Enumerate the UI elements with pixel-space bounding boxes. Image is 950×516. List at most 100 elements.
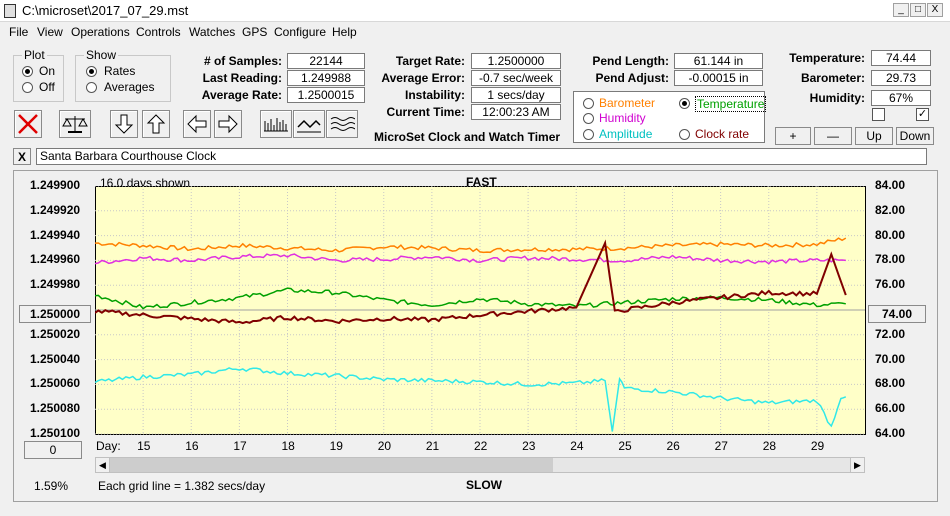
x-tick: 17 xyxy=(233,439,247,453)
y-right-tick: 84.00 xyxy=(875,178,906,192)
series-amplitude xyxy=(95,367,847,432)
arrow-up-button[interactable] xyxy=(142,110,170,138)
y-left-tick: 1.250040 xyxy=(30,351,81,366)
menu-controls[interactable]: Controls xyxy=(136,25,181,39)
show-averages-radio[interactable] xyxy=(86,82,97,93)
humidity-radio[interactable] xyxy=(583,113,594,124)
scroll-right-arrow[interactable]: ▶ xyxy=(850,458,864,472)
plot-group-title: Plot xyxy=(22,48,47,62)
menu-file[interactable]: File xyxy=(9,25,29,39)
x-tick: 21 xyxy=(425,439,440,453)
pend-adjust-value: -0.00015 in xyxy=(674,70,763,86)
pend-length-label: Pend Length: xyxy=(592,54,669,68)
red-x-icon xyxy=(18,114,38,134)
pend-length-value: 61.144 in xyxy=(674,53,763,69)
samples-value: 22144 xyxy=(287,53,365,69)
menu-operations[interactable]: Operations xyxy=(71,25,130,39)
balance-button[interactable] xyxy=(59,110,91,138)
env-checkbox-1[interactable] xyxy=(872,108,885,121)
x-tick: 27 xyxy=(714,439,728,453)
humidity-label: Humidity: xyxy=(809,91,865,105)
y-right-tick: 68.00 xyxy=(875,376,906,391)
menu-view[interactable]: View xyxy=(37,25,63,39)
temperature-label: Temperature: xyxy=(789,51,865,65)
barometer-radio[interactable] xyxy=(583,98,594,109)
up-button[interactable]: Up xyxy=(855,127,893,145)
y-left-tick: 1.250100 xyxy=(30,426,81,440)
plot-on-radio[interactable] xyxy=(22,66,33,77)
clock-rate-radio[interactable] xyxy=(679,129,690,140)
amplitude-radio[interactable] xyxy=(583,129,594,140)
x-tick: 22 xyxy=(474,439,488,453)
close-button[interactable]: X xyxy=(927,3,943,17)
y-left-tick: 1.249940 xyxy=(30,227,81,242)
down-button[interactable]: Down xyxy=(896,127,934,145)
bar-graph-button[interactable] xyxy=(260,110,292,138)
maximize-button[interactable]: □ xyxy=(910,3,926,17)
series-selector: Barometer Temperature Humidity Clock rat… xyxy=(573,91,767,143)
x-axis-label: Day: xyxy=(96,439,121,453)
show-group: Show Rates Averages xyxy=(75,48,171,102)
series-temperature xyxy=(95,287,846,310)
temperature-radio[interactable] xyxy=(679,98,690,109)
arrow-right-icon xyxy=(218,114,238,134)
show-averages-label: Averages xyxy=(104,80,155,94)
arrow-right-button[interactable] xyxy=(214,110,242,138)
menu-gps[interactable]: GPS xyxy=(242,25,268,39)
multi-line-button[interactable] xyxy=(326,110,358,138)
minus-button[interactable]: — xyxy=(814,127,852,145)
chart-scrollbar[interactable]: ◀ ▶ xyxy=(95,457,865,473)
scroll-left-arrow[interactable]: ◀ xyxy=(96,458,110,472)
last-reading-value: 1.249988 xyxy=(287,70,365,86)
barometer-value: 29.73 xyxy=(871,70,931,86)
rate-center-button[interactable]: 1.250000 xyxy=(19,305,91,323)
menu-watches[interactable]: Watches xyxy=(189,25,236,39)
line-graph-button[interactable] xyxy=(293,110,325,138)
menu-help[interactable]: Help xyxy=(332,25,357,39)
y-left-tick: 1.250080 xyxy=(30,401,81,416)
arrow-down-icon xyxy=(114,114,134,134)
x-tick: 18 xyxy=(281,439,295,453)
x-tick: 29 xyxy=(810,439,825,453)
title-bar: C:\microset\2017_07_29.mst _ □ X xyxy=(0,0,950,22)
average-error-value: -0.7 sec/week xyxy=(471,70,561,86)
y-right-tick: 82.00 xyxy=(875,202,906,217)
window-title: C:\microset\2017_07_29.mst xyxy=(22,3,189,18)
plot-off-label: Off xyxy=(39,80,55,94)
arrow-left-button[interactable] xyxy=(183,110,211,138)
y-left-tick: 1.249960 xyxy=(30,252,81,267)
series-humidity xyxy=(95,253,846,265)
x-tick: 25 xyxy=(618,439,632,453)
menu-configure[interactable]: Configure xyxy=(274,25,327,39)
y-left-tick: 1.249900 xyxy=(30,178,81,192)
zero-button[interactable]: 0 xyxy=(24,441,82,459)
clock-name-input[interactable]: Santa Barbara Courthouse Clock xyxy=(36,148,927,165)
show-rates-label: Rates xyxy=(104,64,136,78)
y-right-tick: 64.00 xyxy=(875,426,906,440)
multi-wave-icon xyxy=(330,117,355,131)
right-center-button[interactable]: 74.00 xyxy=(868,305,926,323)
x-tick: 16 xyxy=(185,439,199,453)
x-tick: 20 xyxy=(377,439,392,453)
clock-name-close-button[interactable]: X xyxy=(13,148,31,165)
average-rate-value: 1.2500015 xyxy=(287,87,365,103)
minimize-button[interactable]: _ xyxy=(893,3,909,17)
env-checkbox-2[interactable]: ✓ xyxy=(916,108,929,121)
menu-bar: File View Operations Controls Watches GP… xyxy=(0,22,950,42)
plot-off-radio[interactable] xyxy=(22,82,33,93)
y-right-tick: 78.00 xyxy=(875,252,906,267)
y-right-tick: 80.00 xyxy=(875,227,906,242)
show-group-title: Show xyxy=(84,48,119,62)
percent-label: 1.59% xyxy=(34,479,69,493)
scroll-thumb[interactable] xyxy=(110,458,553,472)
y-left-tick: 1.249980 xyxy=(30,277,81,292)
average-rate-label: Average Rate: xyxy=(201,88,282,102)
clear-button[interactable] xyxy=(14,110,42,138)
x-tick: 28 xyxy=(762,439,777,453)
last-reading-label: Last Reading: xyxy=(202,71,282,85)
arrow-down-button[interactable] xyxy=(110,110,138,138)
show-rates-radio[interactable] xyxy=(86,66,97,77)
plus-button[interactable]: + xyxy=(775,127,811,145)
clock-rate-option-label: Clock rate xyxy=(695,127,750,141)
y-right-tick: 72.00 xyxy=(875,326,906,341)
